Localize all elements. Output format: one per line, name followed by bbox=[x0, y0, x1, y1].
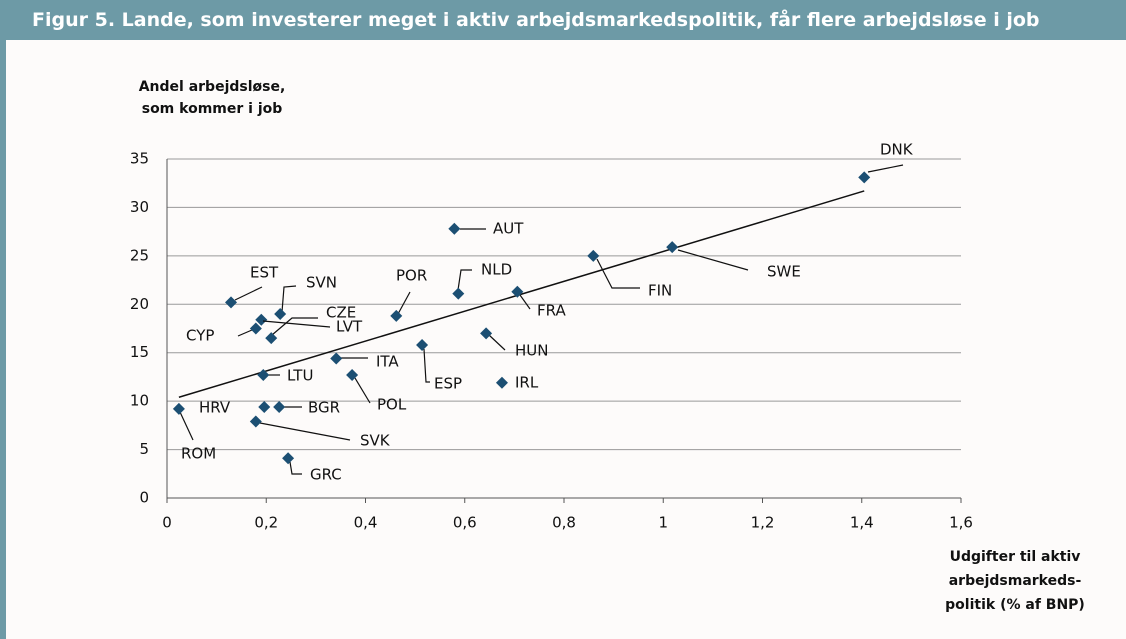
x-axis-label: Udgifter til aktiv bbox=[950, 549, 1081, 565]
y-tick-label: 30 bbox=[130, 198, 149, 216]
x-tick-label: 0 bbox=[162, 514, 172, 532]
y-tick-label: 35 bbox=[130, 150, 149, 168]
point bbox=[172, 402, 185, 415]
leader-line bbox=[488, 334, 506, 351]
x-tick-label: 0,8 bbox=[552, 514, 576, 532]
y-tick-label: 15 bbox=[130, 343, 149, 361]
point bbox=[258, 400, 271, 413]
point-label: BGR bbox=[308, 399, 340, 417]
y-tick-label: 10 bbox=[130, 392, 149, 410]
y-axis-label: Andel arbejdsløse, bbox=[139, 79, 286, 95]
leader-line bbox=[281, 285, 297, 313]
x-tick-label: 1,4 bbox=[850, 514, 874, 532]
trendline bbox=[178, 190, 865, 398]
chart-title: Figur 5. Lande, som investerer meget i a… bbox=[0, 0, 1126, 40]
point-label: ESP bbox=[434, 375, 462, 393]
point-label: SWE bbox=[767, 263, 801, 281]
point bbox=[495, 376, 508, 389]
point bbox=[452, 287, 465, 300]
x-tick-label: 1,6 bbox=[949, 514, 973, 532]
point-label: SVK bbox=[360, 432, 391, 450]
leader-line bbox=[423, 348, 430, 383]
point-label: LTU bbox=[287, 367, 313, 385]
point bbox=[666, 241, 679, 254]
x-tick-label: 1,2 bbox=[751, 514, 775, 532]
point bbox=[390, 309, 403, 322]
point bbox=[587, 249, 600, 262]
point-label: POR bbox=[396, 267, 427, 285]
point bbox=[282, 452, 295, 465]
y-tick-label: 0 bbox=[139, 489, 149, 507]
point bbox=[265, 332, 278, 345]
x-tick-label: 0,6 bbox=[453, 514, 477, 532]
point bbox=[448, 222, 461, 235]
point bbox=[416, 338, 429, 351]
leader-line bbox=[259, 422, 351, 441]
x-tick-label: 0,4 bbox=[354, 514, 378, 532]
leader-line bbox=[237, 329, 253, 337]
point bbox=[249, 322, 262, 335]
point-label: FIN bbox=[648, 282, 672, 300]
point-label: CZE bbox=[326, 304, 356, 322]
leader-line bbox=[596, 258, 640, 289]
y-tick-label: 5 bbox=[139, 440, 149, 458]
x-tick-label: 0,2 bbox=[254, 514, 278, 532]
point-label: NLD bbox=[481, 261, 512, 279]
leader-line bbox=[677, 249, 749, 271]
point-label: FRA bbox=[537, 302, 566, 320]
point bbox=[511, 285, 524, 298]
point bbox=[274, 307, 287, 320]
leader-line bbox=[867, 164, 904, 173]
point-label: SVN bbox=[306, 274, 337, 292]
point bbox=[346, 368, 359, 381]
point-label: IRL bbox=[515, 374, 539, 392]
point-label: EST bbox=[250, 264, 279, 282]
leader-line bbox=[289, 461, 302, 475]
x-axis-label: arbejdsmarkeds- bbox=[949, 573, 1082, 589]
point bbox=[249, 415, 262, 428]
y-tick-label: 20 bbox=[130, 295, 149, 313]
point-label: LVT bbox=[336, 318, 363, 336]
point bbox=[480, 327, 493, 340]
leader-line bbox=[271, 317, 318, 336]
point-label: GRC bbox=[310, 466, 342, 484]
leader-line bbox=[179, 411, 194, 441]
point-label: AUT bbox=[493, 220, 524, 238]
side-bar bbox=[0, 40, 6, 639]
point-label: DNK bbox=[880, 141, 914, 159]
leader-line bbox=[354, 377, 371, 404]
point-label: ROM bbox=[181, 445, 216, 463]
point bbox=[330, 352, 343, 365]
leader-line bbox=[397, 291, 411, 315]
point bbox=[273, 400, 286, 413]
point-label: HUN bbox=[515, 342, 548, 360]
leader-line bbox=[457, 269, 472, 291]
point bbox=[257, 368, 270, 381]
leader-line bbox=[234, 286, 263, 301]
x-tick-label: 1 bbox=[658, 514, 668, 532]
leader-line bbox=[519, 294, 531, 310]
point-label: POL bbox=[377, 396, 407, 414]
x-axis-label: politik (% af BNP) bbox=[945, 597, 1085, 613]
y-tick-label: 25 bbox=[130, 246, 149, 264]
point bbox=[858, 171, 871, 184]
point-label: ITA bbox=[376, 353, 399, 371]
point bbox=[255, 313, 268, 326]
y-axis-label: som kommer i job bbox=[142, 101, 283, 117]
point bbox=[225, 296, 238, 309]
point-label: CYP bbox=[186, 327, 214, 345]
leader-line bbox=[262, 320, 331, 328]
point-label: HRV bbox=[199, 399, 231, 417]
